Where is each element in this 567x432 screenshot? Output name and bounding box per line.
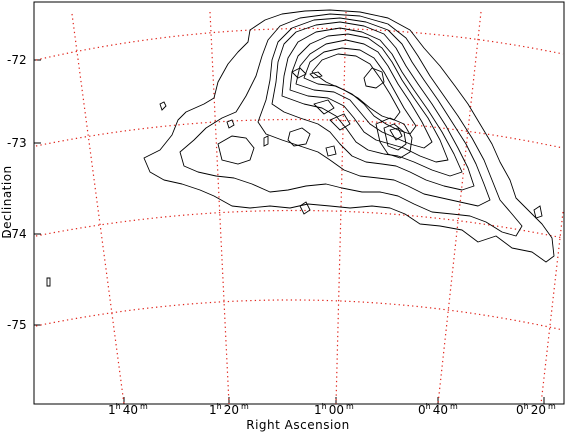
contour-level-10 <box>363 67 385 89</box>
dec-grid-line-72 <box>35 27 564 61</box>
contour-level-13 <box>389 127 403 141</box>
y-tick-label: -74 <box>7 227 27 241</box>
dec-grid-line-73 <box>35 118 564 149</box>
contour-island-3 <box>217 135 255 165</box>
contour-level-3 <box>257 17 491 207</box>
y-axis-title: Declination <box>0 165 14 238</box>
x-tick-label: 1h 00 m <box>314 402 354 417</box>
contour-level-17 <box>329 113 351 131</box>
contour-island-1 <box>159 101 167 111</box>
contour-island-6 <box>325 145 337 157</box>
contour-level-6 <box>289 33 449 163</box>
contour-island-7 <box>299 201 311 215</box>
x-axis-title: Right Ascension <box>246 418 350 432</box>
x-tick-labels: 1h 40 m 1h 20 m 1h 00 m 0h 40 m 0h 20 m <box>108 402 556 417</box>
x-tick-label: 0h 40 m <box>418 402 458 417</box>
contour-island-9 <box>46 277 51 287</box>
contour-level-4 <box>271 21 475 191</box>
isolated-contours <box>46 101 543 287</box>
dec-grid-line-74 <box>35 209 564 239</box>
contour-level-12 <box>383 123 407 151</box>
y-tick-label: -75 <box>7 318 27 332</box>
dec-grid-lines <box>35 27 564 331</box>
plot-frame <box>33 1 565 405</box>
contour-level-16 <box>313 99 335 115</box>
y-tick-labels: -72 -73 -74 -75 <box>7 53 27 332</box>
contour-level-11 <box>375 117 413 159</box>
x-tick-label: 1h 20 m <box>209 402 249 417</box>
contour-level-7 <box>295 39 433 149</box>
ra-grid-line-0h40 <box>437 11 482 405</box>
contour-level-8 <box>303 47 417 135</box>
contour-level-15 <box>309 71 323 79</box>
ra-grid-line-1h00 <box>335 11 347 405</box>
contour-level-14 <box>291 67 307 79</box>
contour-island-2 <box>226 119 235 129</box>
ra-grid-line-1h20 <box>209 11 230 405</box>
ra-grid-line-1h40 <box>71 13 125 405</box>
contours <box>143 9 555 263</box>
x-tick-label: 1h 40 m <box>108 402 148 417</box>
dec-grid-line-75 <box>35 299 564 331</box>
contour-island-4 <box>287 127 311 147</box>
contour-island-8 <box>533 205 543 219</box>
contour-level-1 <box>143 9 555 263</box>
y-tick-label: -73 <box>7 136 27 150</box>
y-tick-label: -72 <box>7 53 27 67</box>
contour-level-2 <box>179 13 523 237</box>
frame-ticks <box>34 59 545 404</box>
ra-grid-lines <box>71 11 564 405</box>
contour-island-5 <box>263 135 269 147</box>
contour-level-5 <box>281 27 463 177</box>
x-tick-label: 0h 20 m <box>516 402 556 417</box>
ra-grid-line-0h20 <box>540 211 564 405</box>
contour-level-9 <box>311 53 401 121</box>
